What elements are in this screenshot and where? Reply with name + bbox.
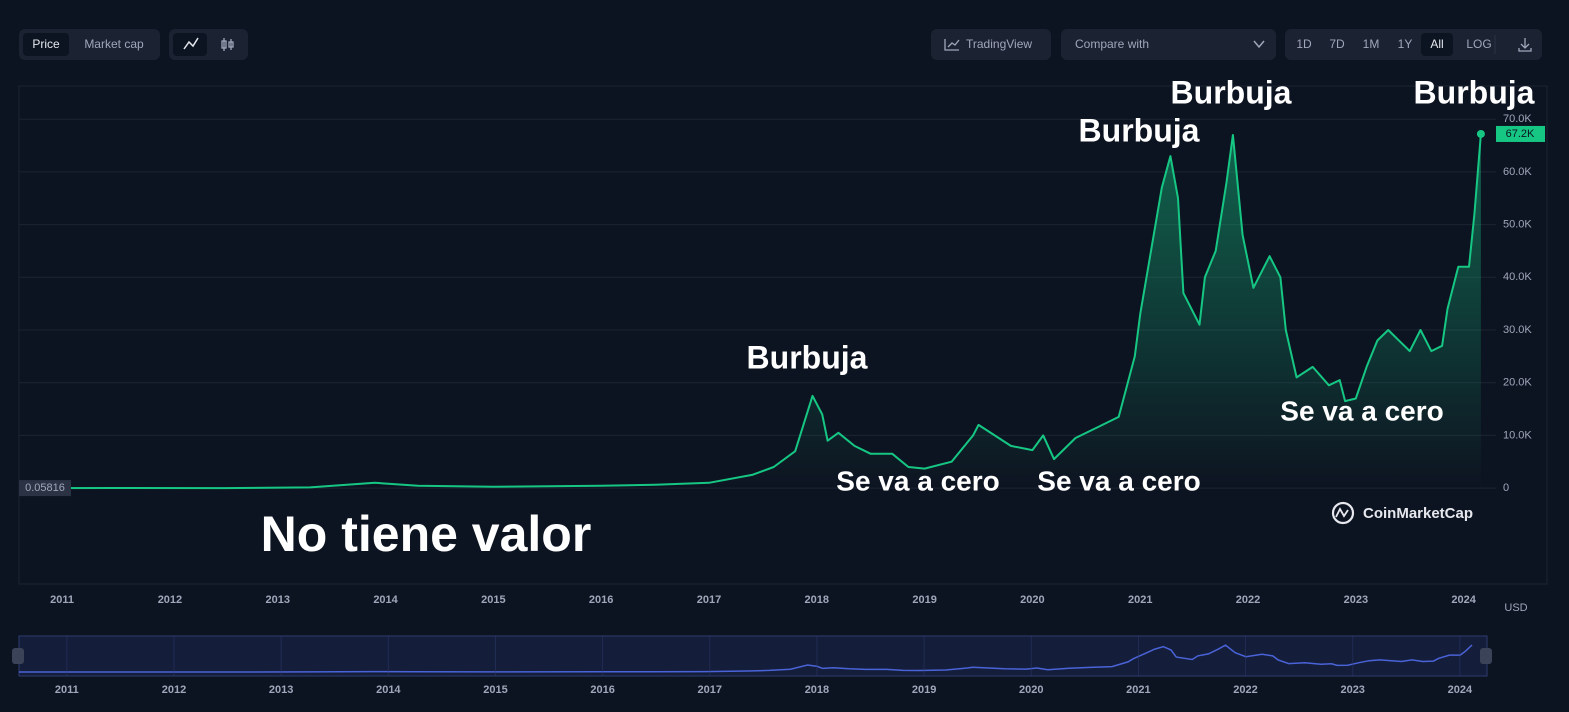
y-tick-label: 10.0K — [1503, 429, 1532, 441]
tv-icon — [944, 39, 959, 51]
price-toggle[interactable]: Price — [32, 37, 60, 51]
navigator-tick-label: 2012 — [162, 684, 186, 696]
navigator-tick-label: 2011 — [55, 684, 79, 696]
navigator-tick-label: 2020 — [1019, 684, 1043, 696]
y-tick-label: 50.0K — [1503, 219, 1532, 231]
x-tick-label: 2019 — [912, 594, 936, 606]
x-tick-label: 2014 — [373, 594, 398, 606]
price-tag-label: 67.2K — [1506, 128, 1535, 140]
candle-icon[interactable] — [221, 38, 234, 51]
range-button[interactable]: All — [1430, 37, 1443, 51]
x-tick-label: 2012 — [158, 594, 182, 606]
range-group — [1285, 29, 1542, 60]
x-tick-label: 2011 — [50, 594, 74, 606]
navigator-tick-label: 2018 — [805, 684, 829, 696]
annotation: Burbuja — [1079, 112, 1200, 148]
x-tick-label: 2013 — [266, 594, 290, 606]
annotation: Burbuja — [1414, 74, 1535, 110]
x-tick-label: 2023 — [1344, 594, 1368, 606]
brand-name: CoinMarketCap — [1363, 505, 1473, 522]
tv-icon — [947, 39, 960, 48]
brand-logo — [1331, 501, 1355, 525]
range-button[interactable]: 1D — [1296, 37, 1312, 51]
navigator-tick-label: 2021 — [1126, 684, 1150, 696]
x-tick-label: 2015 — [481, 594, 505, 606]
range-button[interactable]: 1Y — [1398, 37, 1413, 51]
compare-label[interactable]: Compare with — [1075, 37, 1149, 51]
navigator-handle[interactable] — [12, 648, 24, 664]
navigator-tick-label: 2016 — [590, 684, 614, 696]
last-point — [1476, 129, 1485, 138]
navigator-tick-label: 2022 — [1233, 684, 1257, 696]
y-tick-label: 70.0K — [1503, 113, 1532, 125]
annotation: Burbuja — [747, 339, 868, 375]
navigator-tick-label: 2013 — [269, 684, 293, 696]
price-tag — [1496, 125, 1545, 142]
navigator-tick-label: 2024 — [1448, 684, 1473, 696]
x-tick-label: 2020 — [1020, 594, 1044, 606]
x-tick-label: 2024 — [1451, 594, 1476, 606]
x-tick-label: 2021 — [1128, 594, 1152, 606]
range-button[interactable]: 1M — [1363, 37, 1380, 51]
compare-select[interactable] — [1061, 29, 1276, 60]
currency-label: USD — [1504, 602, 1527, 614]
annotation: No tiene valor — [261, 506, 592, 562]
price-line — [18, 133, 1482, 490]
navigator-handle[interactable] — [1480, 648, 1492, 664]
navigator-tick-label: 2017 — [698, 684, 722, 696]
range-button[interactable]: 7D — [1329, 37, 1345, 51]
toggle-active[interactable] — [23, 33, 69, 56]
navigator-tick-label: 2023 — [1340, 684, 1364, 696]
price-area — [19, 134, 1481, 489]
download-icon[interactable] — [1518, 38, 1532, 52]
y-tick-label: 30.0K — [1503, 324, 1532, 336]
y-tick-label: 0 — [1503, 482, 1509, 494]
chevron — [1253, 40, 1265, 49]
line-icon — [183, 37, 199, 50]
navigator-tick-label: 2014 — [376, 684, 401, 696]
range-active[interactable] — [1421, 33, 1453, 56]
start-tag-label: 0.05816 — [25, 482, 65, 494]
x-tick-label: 2018 — [805, 594, 829, 606]
marketcap-toggle[interactable]: Market cap — [84, 37, 144, 51]
y-tick-label: 60.0K — [1503, 166, 1532, 178]
annotation: Se va a cero — [836, 465, 999, 496]
x-tick-label: 2022 — [1236, 594, 1260, 606]
line-type-button[interactable] — [173, 33, 207, 56]
annotation: Burbuja — [1171, 74, 1292, 110]
start-tag — [19, 480, 71, 497]
tradingview-label[interactable]: TradingView — [966, 37, 1032, 51]
x-tick-label: 2017 — [697, 594, 721, 606]
tradingview-button[interactable] — [931, 29, 1051, 60]
range-button[interactable]: LOG — [1466, 37, 1491, 51]
y-tick-label: 40.0K — [1503, 271, 1532, 283]
plot-frame — [18, 85, 1548, 585]
annotation: Se va a cero — [1280, 395, 1443, 426]
navigator[interactable] — [18, 635, 1488, 677]
annotation: Se va a cero — [1037, 465, 1200, 496]
navigator-tick-label: 2015 — [483, 684, 507, 696]
y-tick-label: 20.0K — [1503, 377, 1532, 389]
navigator-tick-label: 2019 — [912, 684, 936, 696]
navigator-line — [19, 644, 1473, 673]
x-tick-label: 2016 — [589, 594, 613, 606]
